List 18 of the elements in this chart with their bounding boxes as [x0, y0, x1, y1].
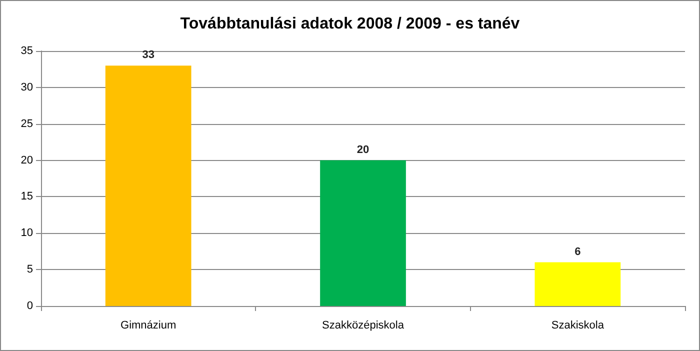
bar — [105, 66, 192, 306]
data-label: 20 — [356, 144, 370, 156]
y-tick-label: 20 — [20, 154, 33, 166]
y-tick-label: 25 — [20, 118, 33, 130]
x-tick-label: Szakiskola — [551, 320, 605, 332]
y-tick-label: 0 — [26, 300, 33, 312]
bar — [320, 160, 406, 306]
y-tick-label: 30 — [20, 81, 33, 94]
data-label: 6 — [574, 246, 581, 258]
x-tick-label: Gimnázium — [120, 320, 176, 332]
x-tick-label: Szakközépiskola — [322, 320, 405, 332]
y-tick-label: 5 — [26, 264, 33, 276]
chart-title: Továbbtanulási adatok 2008 / 2009 - es tanév — [180, 16, 520, 32]
data-label: 33 — [142, 49, 154, 62]
y-tick-label: 10 — [20, 227, 33, 240]
y-tick-label: 15 — [20, 190, 33, 203]
bar — [534, 262, 621, 306]
y-tick-label: 35 — [20, 45, 33, 57]
